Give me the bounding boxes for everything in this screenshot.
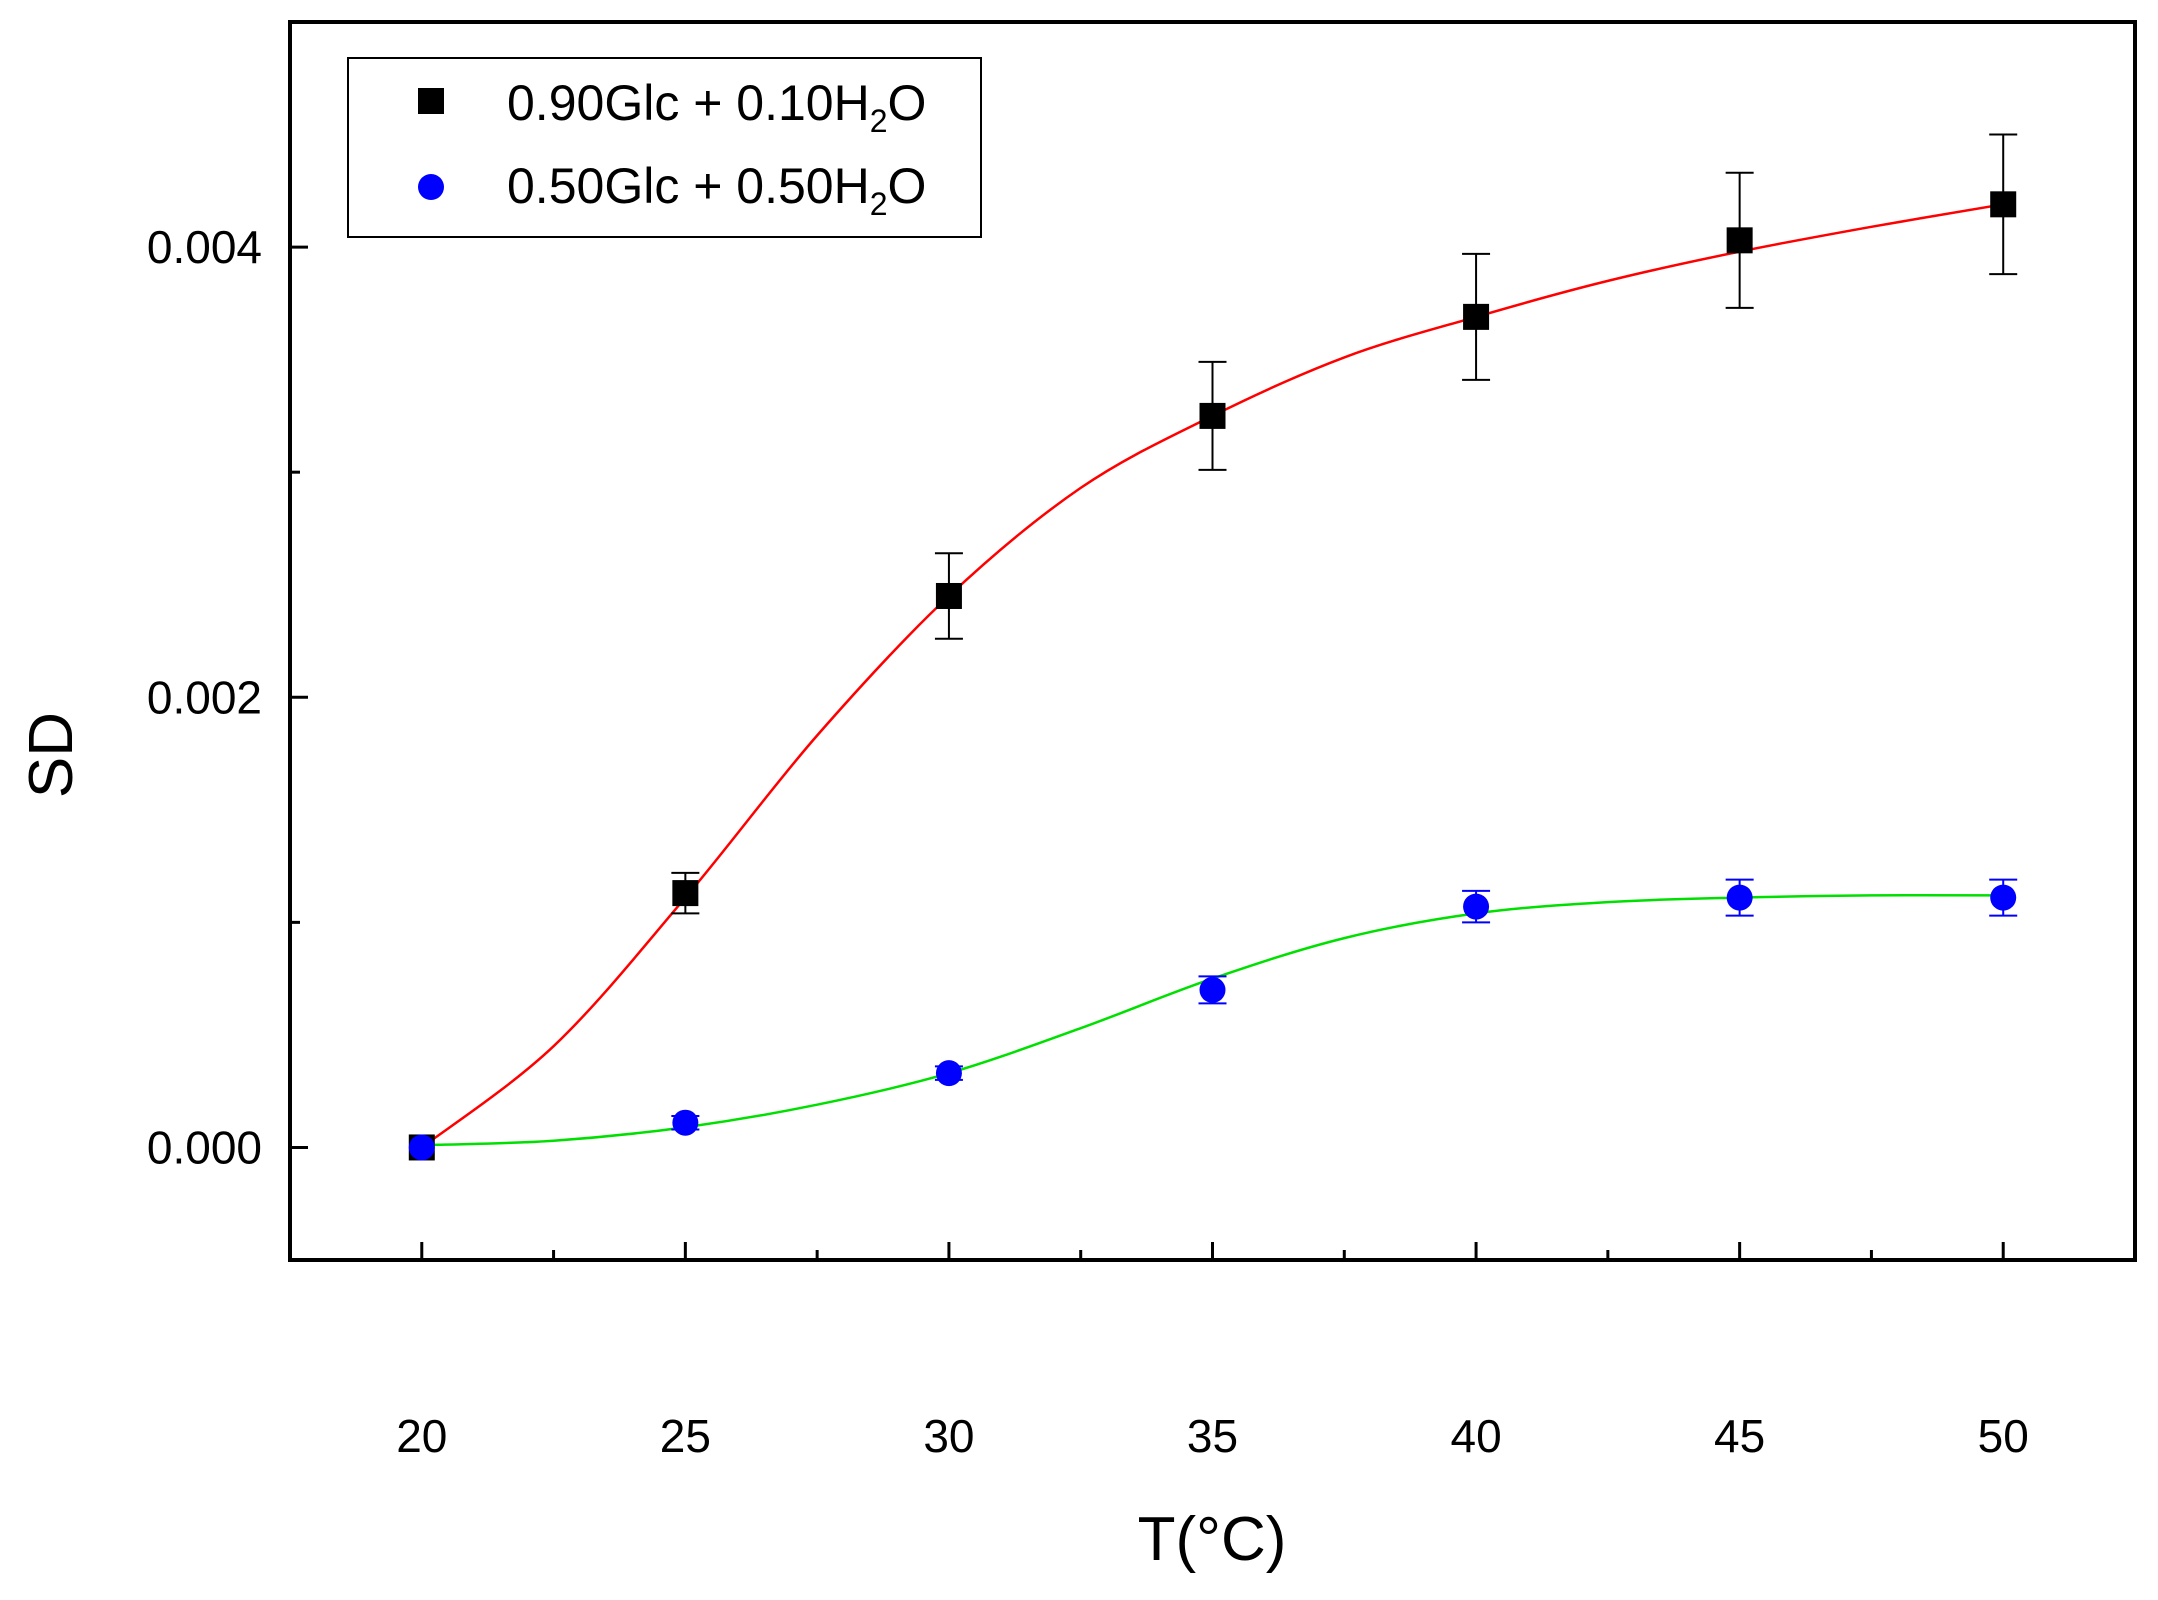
data-point-series-1 (1726, 227, 1753, 254)
x-tick-label: 35 (1187, 1410, 1238, 1462)
fit-curve-series-2 (421, 893, 2004, 1147)
legend: 0.90Glc + 0.10H2O 0.50Glc + 0.50H2O (347, 57, 982, 238)
x-tick-label: 20 (396, 1410, 447, 1462)
data-point-series-1 (672, 880, 699, 907)
y-axis-title: SD (17, 712, 86, 798)
data-point-series-2 (408, 1134, 435, 1161)
data-point-series-2 (935, 1060, 962, 1087)
axis-ticks: 20 25 30 35 40 45 50 0.000 0.002 0.004 (147, 221, 2029, 1462)
legend-label-series-2: 0.50Glc + 0.50H2O (507, 158, 926, 222)
data-point-series-1 (1463, 303, 1490, 330)
x-tick-label: 50 (1978, 1410, 2029, 1462)
data-point-series-1 (935, 582, 962, 609)
data-point-series-2 (672, 1109, 699, 1136)
legend-marker-series-2 (418, 174, 444, 200)
x-axis-title: T(°C) (1138, 1505, 1287, 1574)
data-point-series-1 (1199, 402, 1226, 429)
legend-box (347, 57, 982, 238)
legend-label-series-1: 0.90Glc + 0.10H2O (507, 75, 926, 139)
x-tick-label: 25 (660, 1410, 711, 1462)
fit-curves (421, 203, 2004, 1149)
x-tick-label: 40 (1450, 1410, 1501, 1462)
data-point-series-2 (1463, 893, 1490, 920)
data-point-series-2 (1726, 884, 1753, 911)
y-tick-label: 0.004 (147, 221, 262, 273)
y-tick-label: 0.002 (147, 671, 262, 723)
legend-marker-series-1 (418, 88, 444, 114)
x-tick-label: 45 (1714, 1410, 1765, 1462)
data-point-series-2 (1199, 976, 1226, 1003)
fit-curve-series-1 (421, 203, 2004, 1149)
error-bars (671, 133, 2018, 1131)
data-point-series-2 (1990, 884, 2017, 911)
y-tick-label: 0.000 (147, 1121, 262, 1173)
x-tick-label: 30 (923, 1410, 974, 1462)
data-points (408, 191, 2017, 1161)
data-point-series-1 (1990, 191, 2017, 218)
